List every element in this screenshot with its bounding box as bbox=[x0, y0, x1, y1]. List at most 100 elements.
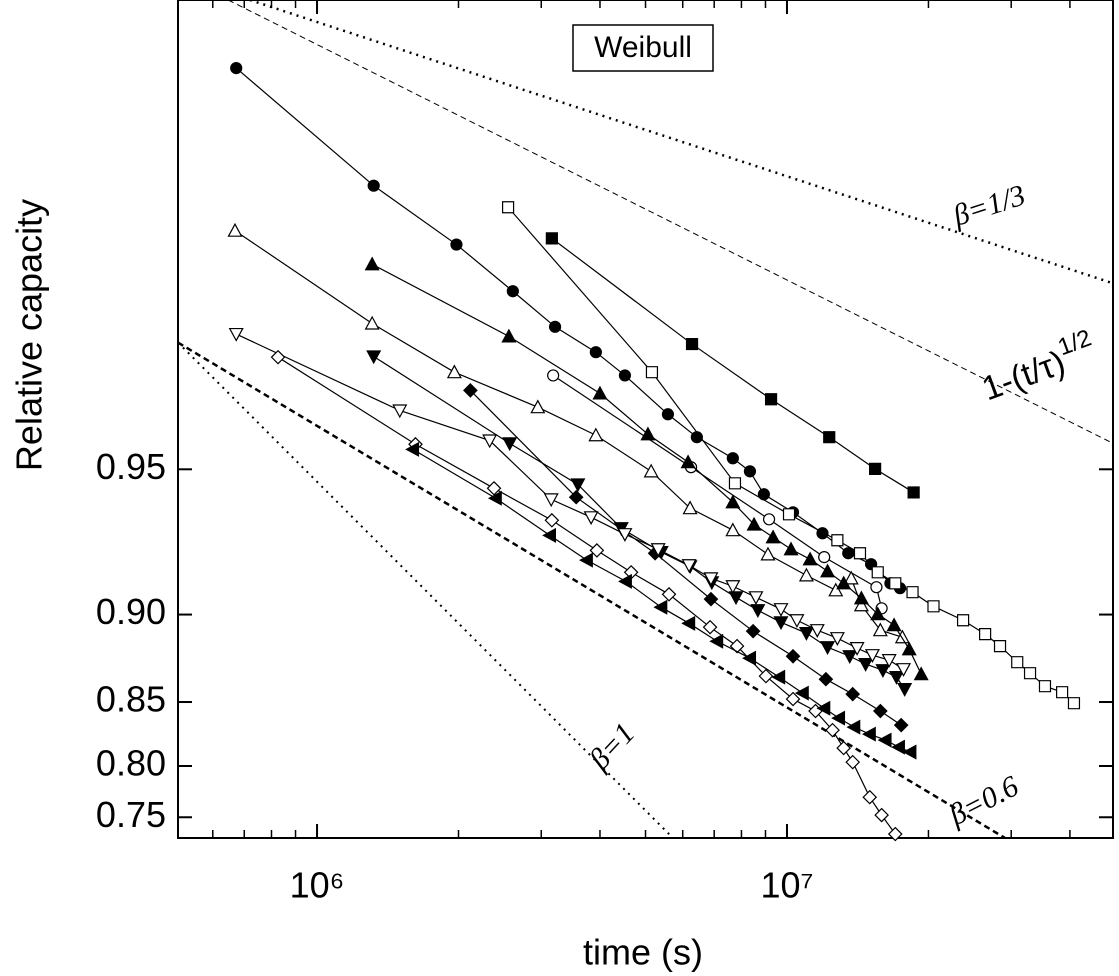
marker bbox=[831, 710, 846, 726]
marker bbox=[742, 650, 757, 666]
marker bbox=[816, 527, 829, 540]
marker bbox=[762, 513, 776, 526]
marker bbox=[845, 686, 861, 702]
marker bbox=[771, 669, 786, 685]
marker bbox=[506, 285, 519, 298]
marker bbox=[643, 463, 659, 478]
marker bbox=[588, 427, 604, 442]
marker bbox=[725, 494, 741, 509]
marker bbox=[816, 700, 831, 716]
marker bbox=[818, 551, 831, 564]
reference-label: β=1/3 bbox=[948, 178, 1029, 232]
marker bbox=[861, 726, 876, 742]
chart-title: Weibull bbox=[594, 31, 692, 64]
y-tick-label: 0.85 bbox=[96, 679, 166, 720]
marker bbox=[589, 346, 602, 359]
marker bbox=[820, 641, 836, 655]
marker bbox=[902, 744, 917, 760]
reference-label-text: β=1 bbox=[582, 717, 641, 777]
y-axis-title: Relative capacity bbox=[9, 199, 50, 471]
marker bbox=[789, 614, 805, 628]
marker bbox=[661, 586, 677, 602]
marker bbox=[547, 369, 560, 382]
marker bbox=[869, 462, 882, 475]
marker bbox=[592, 385, 608, 400]
marker bbox=[858, 657, 874, 672]
marker bbox=[486, 480, 502, 496]
marker bbox=[802, 551, 818, 566]
marker bbox=[463, 383, 478, 398]
marker bbox=[773, 603, 789, 617]
marker bbox=[579, 552, 593, 568]
series-line bbox=[371, 263, 922, 675]
marker bbox=[725, 580, 741, 595]
marker bbox=[548, 320, 562, 333]
marker bbox=[906, 586, 919, 599]
marker bbox=[364, 256, 380, 271]
marker bbox=[544, 512, 560, 528]
series bbox=[230, 62, 907, 595]
marker bbox=[501, 328, 517, 343]
marker bbox=[881, 654, 897, 668]
series bbox=[228, 327, 912, 677]
marker bbox=[681, 615, 696, 631]
series-line bbox=[235, 67, 901, 589]
marker bbox=[993, 639, 1007, 653]
marker bbox=[891, 739, 905, 755]
marker bbox=[728, 477, 742, 490]
marker bbox=[653, 599, 668, 615]
marker bbox=[846, 719, 861, 735]
marker bbox=[618, 573, 632, 589]
marker bbox=[872, 703, 888, 719]
marker bbox=[829, 632, 845, 646]
series bbox=[545, 232, 920, 499]
marker bbox=[392, 404, 408, 419]
marker bbox=[913, 666, 929, 681]
reference-label-text: β=1/3 bbox=[948, 178, 1029, 232]
marker bbox=[640, 426, 656, 441]
marker bbox=[870, 581, 883, 594]
marker bbox=[589, 543, 605, 558]
marker bbox=[783, 541, 799, 556]
marker bbox=[979, 628, 992, 641]
marker bbox=[364, 315, 380, 330]
marker bbox=[818, 671, 834, 687]
marker bbox=[927, 600, 940, 613]
marker bbox=[828, 582, 844, 597]
series bbox=[364, 256, 929, 681]
marker bbox=[877, 732, 892, 748]
marker bbox=[896, 663, 912, 677]
series bbox=[366, 350, 913, 697]
reference-label-text: β=0.6 bbox=[943, 769, 1024, 832]
marker bbox=[748, 591, 764, 606]
x-tick-label: 10⁷ bbox=[760, 865, 813, 906]
marker bbox=[702, 619, 718, 635]
marker bbox=[366, 350, 382, 365]
marker bbox=[820, 563, 836, 578]
marker bbox=[845, 754, 861, 770]
marker bbox=[750, 604, 766, 619]
marker bbox=[888, 670, 904, 685]
marker bbox=[871, 566, 884, 579]
series-line bbox=[551, 237, 914, 493]
marker bbox=[956, 614, 970, 627]
marker bbox=[568, 489, 584, 505]
marker bbox=[703, 572, 719, 587]
marker bbox=[773, 616, 789, 631]
series bbox=[270, 349, 903, 842]
series bbox=[227, 222, 910, 644]
marker bbox=[270, 349, 286, 365]
marker bbox=[745, 623, 761, 639]
series-line bbox=[373, 355, 906, 690]
reference-line bbox=[178, 341, 674, 838]
series-line bbox=[469, 389, 902, 726]
series-layer bbox=[227, 62, 1081, 842]
reference-line bbox=[249, 0, 1113, 285]
marker bbox=[760, 546, 776, 561]
marker bbox=[681, 559, 697, 573]
marker bbox=[809, 624, 825, 638]
marker bbox=[728, 591, 744, 606]
marker bbox=[765, 529, 781, 544]
marker bbox=[823, 431, 836, 444]
marker bbox=[703, 591, 719, 607]
